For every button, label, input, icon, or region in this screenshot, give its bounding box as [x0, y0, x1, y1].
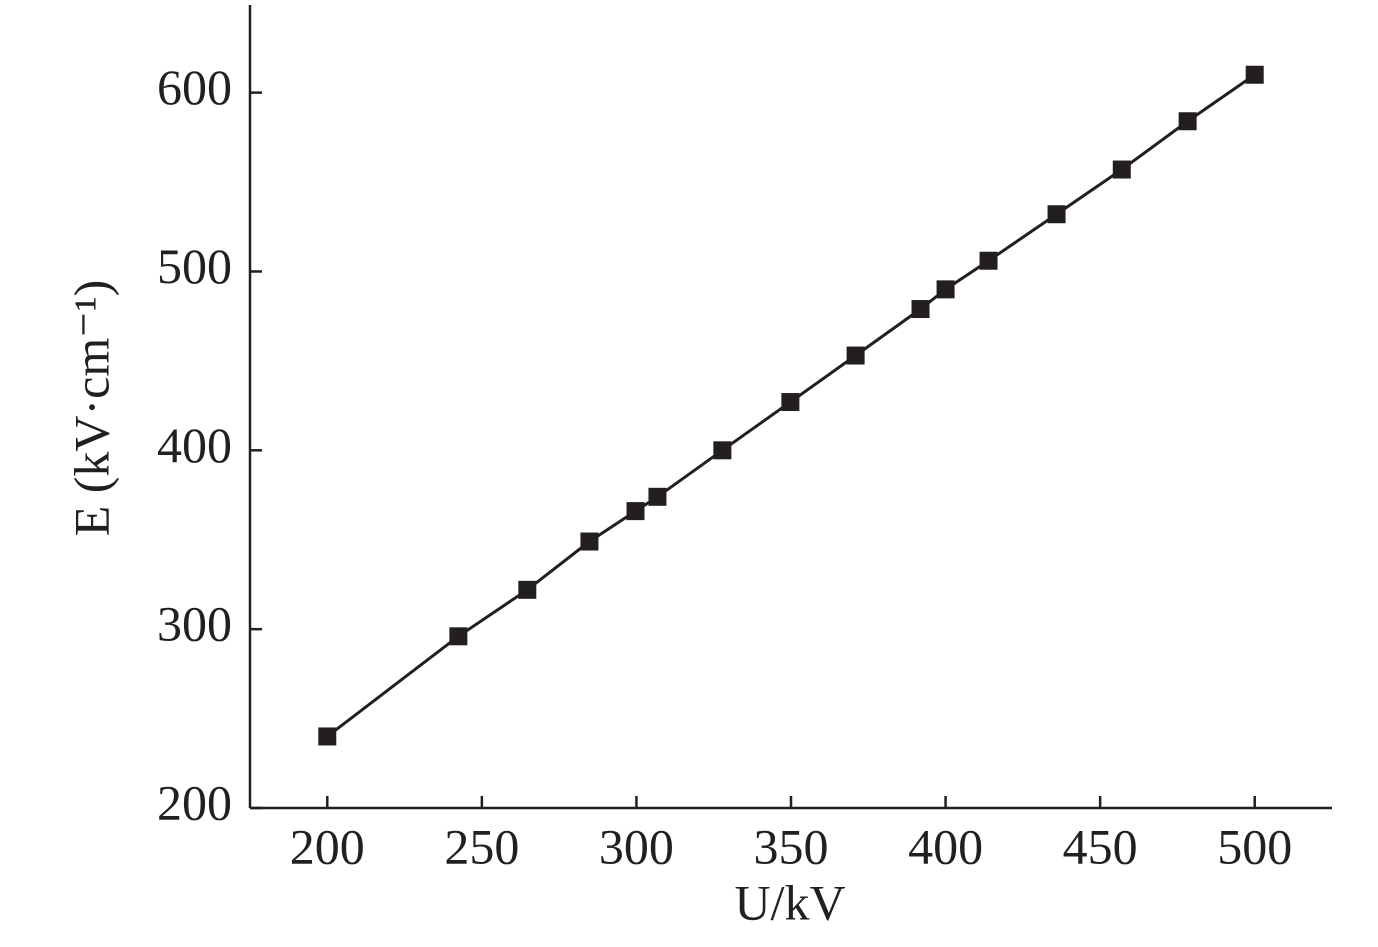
y-tick-label: 300	[157, 596, 232, 652]
data-point	[648, 487, 667, 506]
y-tick-label: 600	[157, 59, 232, 115]
data-point	[449, 627, 468, 646]
x-axis-label: U/kV	[734, 874, 845, 930]
x-tick-label: 450	[1063, 818, 1138, 874]
x-tick-label: 200	[290, 818, 365, 874]
data-point	[580, 532, 599, 551]
data-point	[1178, 112, 1197, 131]
y-axis-label: E (kV·cm⁻¹)	[63, 280, 119, 537]
data-point	[318, 727, 337, 746]
x-tick-label: 500	[1217, 818, 1292, 874]
x-tick-label: 350	[754, 818, 829, 874]
x-tick-label: 250	[444, 818, 519, 874]
data-point	[979, 251, 998, 270]
y-tick-label: 400	[157, 417, 232, 473]
data-point	[626, 502, 645, 521]
data-point	[936, 280, 955, 299]
data-point	[1112, 160, 1131, 179]
data-point	[1245, 65, 1264, 84]
x-tick-label: 300	[599, 818, 674, 874]
data-point	[781, 393, 800, 412]
x-tick-label: 400	[908, 818, 983, 874]
data-point	[911, 300, 930, 319]
y-tick-label: 500	[157, 238, 232, 294]
data-point	[846, 346, 865, 365]
y-tick-label: 200	[157, 774, 232, 830]
data-point	[518, 580, 537, 599]
data-point	[713, 441, 732, 460]
data-point	[1047, 205, 1066, 224]
data-line	[326, 73, 1256, 738]
